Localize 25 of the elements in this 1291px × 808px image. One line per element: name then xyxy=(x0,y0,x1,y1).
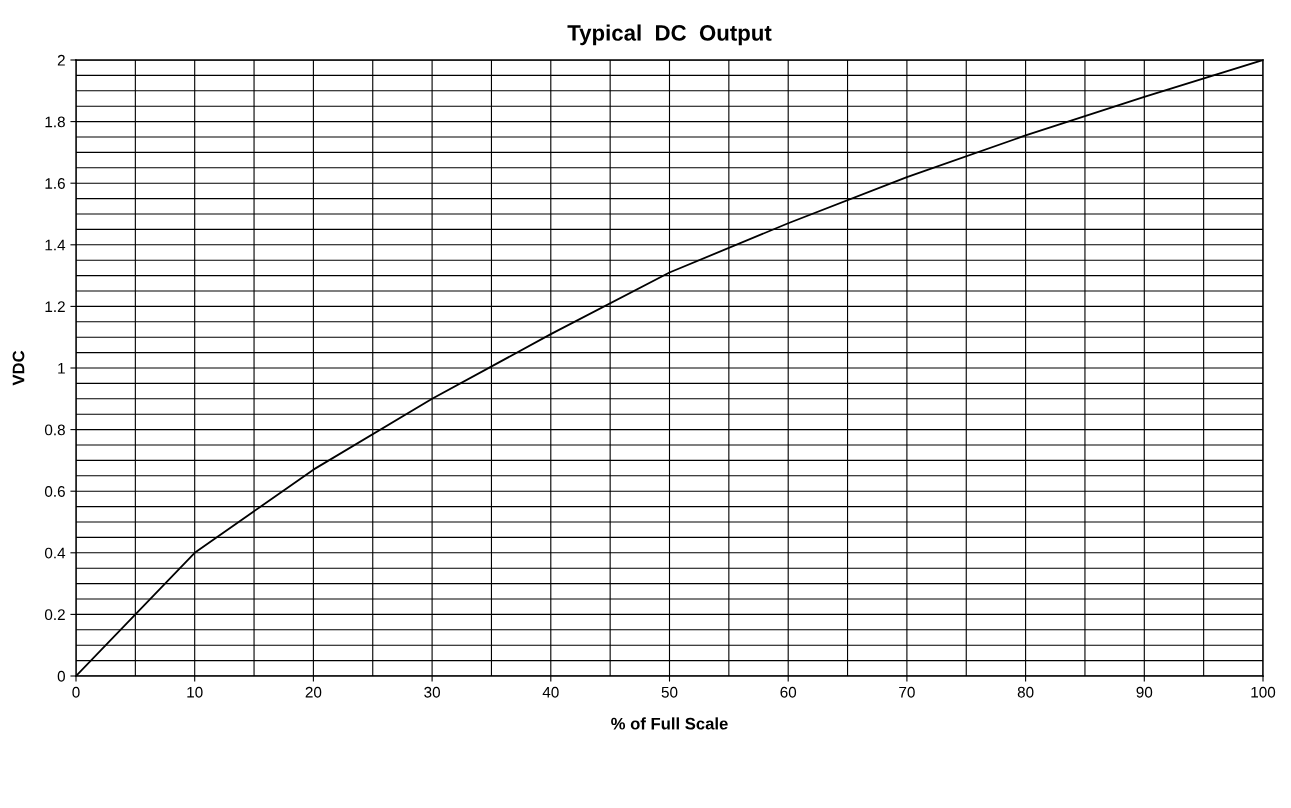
x-tick-label: 100 xyxy=(1251,686,1276,698)
y-tick-label: 1.2 xyxy=(45,301,65,312)
x-tick-label: 50 xyxy=(661,686,678,698)
y-tick-label: 0.8 xyxy=(44,424,65,436)
y-tick-label: 0.4 xyxy=(44,547,66,559)
y-tick-label: 0 xyxy=(57,670,65,682)
x-tick-label: 60 xyxy=(780,686,797,698)
y-tick-label: 1 xyxy=(58,363,65,374)
y-tick-label: 0.2 xyxy=(44,609,65,621)
x-tick-label: 40 xyxy=(542,686,559,698)
x-tick-label: 70 xyxy=(899,686,915,698)
y-tick-label: 2 xyxy=(57,54,65,66)
y-axis-title: VDC xyxy=(12,350,25,386)
x-tick-label: 30 xyxy=(424,686,440,698)
x-tick-label: 80 xyxy=(1017,686,1034,698)
y-tick-label: 1.6 xyxy=(45,178,65,189)
x-tick-label: 20 xyxy=(305,686,322,698)
chart-title: Typical DC Output xyxy=(567,24,772,46)
y-tick-label: 1.8 xyxy=(45,116,65,128)
x-tick-label: 0 xyxy=(72,686,80,698)
y-tick-label: 1.4 xyxy=(45,239,66,251)
x-tick-label: 10 xyxy=(187,686,203,698)
y-tick-label: 0.6 xyxy=(44,486,65,497)
x-tick-label: 90 xyxy=(1136,686,1153,698)
x-axis-title: % of Full Scale xyxy=(611,717,728,730)
